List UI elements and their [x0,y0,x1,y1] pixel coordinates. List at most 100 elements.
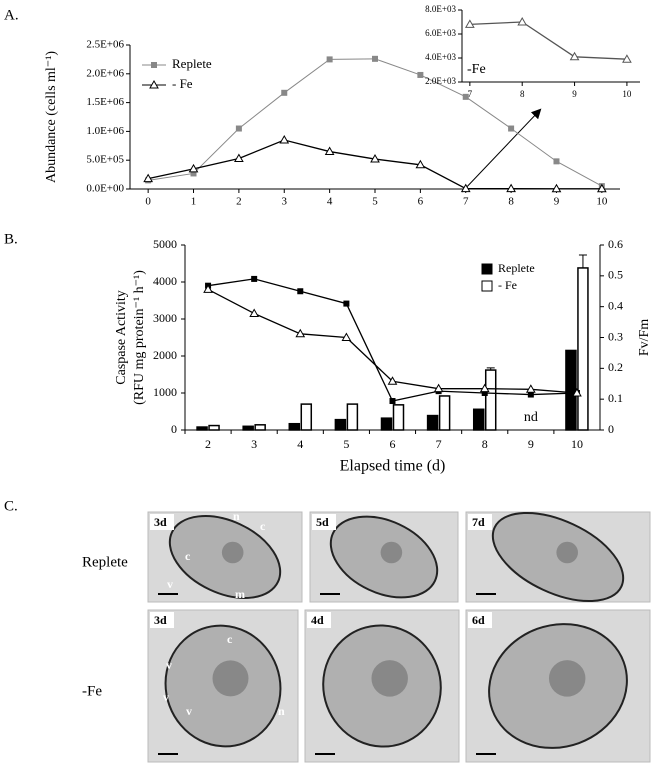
y2-tick-label: 0.5 [608,268,623,282]
day-box [468,514,492,530]
y-tick-label: 4000 [153,274,177,288]
marker [341,332,352,341]
y2-tick-label: 0 [608,422,614,436]
marker [235,125,242,132]
marker [372,55,378,62]
marker [297,288,304,295]
marker [479,383,490,393]
bar [438,395,451,431]
marker [506,183,516,193]
panel-label: A. [4,7,19,23]
marker [481,390,488,396]
x-tick-label: 8 [508,196,514,208]
x-tick-label: 10 [622,89,632,99]
marker [251,275,258,282]
x-tick-label: 4 [297,437,303,451]
marker [343,300,350,307]
y-axis-label: (RFU mg protein⁻¹ h⁻¹) [132,270,147,405]
legend-swatch [481,263,493,275]
x-tick-label: 7 [436,437,442,451]
annotation: v [166,658,172,672]
x-tick-label: 8 [520,89,525,99]
marker [281,89,288,96]
marker [203,284,213,293]
bar [242,425,254,431]
marker [517,16,528,26]
day-label: 6d [472,613,485,627]
marker [433,383,444,393]
x-tick-label: 1 [191,196,197,208]
legend-marker [151,62,157,68]
x-tick-label: 7 [463,196,469,208]
marker [188,163,199,173]
y-tick-label: 2000 [153,348,177,362]
y2-tick-label: 0.2 [608,360,623,374]
legend-swatch [481,280,493,292]
annotation: v [163,690,169,704]
day-label: 5d [316,515,329,529]
y-tick-label: 2.0E+06 [86,67,124,79]
y-tick-label: 5000 [153,237,177,251]
x-tick-label: 4 [327,196,333,208]
legend-marker [149,79,159,89]
x-tick-label: 2 [205,437,211,451]
day-box [312,514,336,530]
y-tick-label: 1000 [153,385,177,399]
day-box [150,514,174,530]
bar [484,369,497,431]
marker [527,391,534,398]
panel-label: C. [4,498,18,514]
x-tick-label: 10 [596,196,608,208]
bar [288,422,301,431]
day-label: 7d [472,515,485,529]
y-tick-label: 6.0E+03 [425,28,456,38]
y-tick-label: 3000 [153,311,177,325]
day-box [468,612,492,628]
y2-tick-label: 0.4 [608,298,623,312]
marker [279,135,290,144]
y-tick-label: 8.0E+03 [425,4,456,14]
day-box [307,612,331,628]
x-tick-label: 5 [372,196,378,208]
annotation: nd [524,410,538,425]
annotation: c [185,549,191,563]
error-bar [486,367,495,371]
marker [553,158,560,165]
annotation: c [227,632,233,646]
y2-tick-label: 0.1 [608,391,623,405]
legend-label: - Fe [172,76,193,91]
y-tick-label: 0 [171,422,177,436]
marker [464,19,475,28]
legend-label: - Fe [498,278,517,292]
y-tick-label: 1.0E+06 [86,125,124,137]
marker [326,56,333,63]
y-axis-label: Caspase Activity [114,290,129,385]
panel-label: B. [4,231,18,247]
marker [387,376,398,385]
x-tick-label: 6 [418,196,424,208]
bar [196,426,208,431]
x-tick-label: 9 [572,89,577,99]
y-tick-label: 1.5E+06 [86,96,124,108]
marker [143,173,154,183]
organelle [380,541,403,564]
organelle [221,541,244,564]
marker [389,398,396,405]
x-tick-label: 0 [145,196,151,208]
bar [208,424,220,431]
day-label: 3d [154,515,167,529]
y2-axis-label: Fv/Fm [637,319,652,356]
error-bar [578,254,587,268]
bar [392,404,405,431]
series-line [148,139,602,190]
marker [508,125,515,132]
x-tick-label: 9 [554,196,560,208]
marker [462,93,469,100]
marker [569,51,580,61]
annotation: v [167,577,173,591]
y-tick-label: 2.5E+06 [86,39,124,51]
x-tick-label: 3 [251,437,257,451]
day-label: 3d [154,613,167,627]
legend-label: Replete [498,261,535,275]
bar [472,408,485,431]
